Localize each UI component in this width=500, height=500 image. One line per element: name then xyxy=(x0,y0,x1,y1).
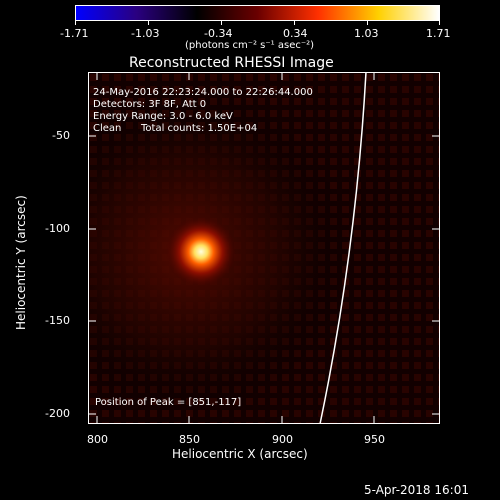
colorbar-tick xyxy=(439,21,440,25)
annotation-time-range: 24-May-2016 22:23:24.000 to 22:26:44.000 xyxy=(93,87,313,98)
y-tick-label: -150 xyxy=(45,314,70,327)
x-tick-label: 800 xyxy=(87,433,108,446)
annotation-counts: Total counts: 1.50E+04 xyxy=(141,123,258,134)
annotation-detectors: Detectors: 3F 8F, Att 0 xyxy=(93,99,207,110)
x-tick-label: 850 xyxy=(179,433,200,446)
colorbar-label-2: -1.03 xyxy=(131,27,160,40)
colorbar-label-5: 1.03 xyxy=(354,27,379,40)
colorbar-units: (photons cm⁻² s⁻¹ asec⁻²) xyxy=(185,40,315,51)
y-axis-title: Heliocentric Y (arcsec) xyxy=(14,195,28,330)
colorbar-label-4: 0.34 xyxy=(283,27,308,40)
colorbar-tick xyxy=(367,21,368,25)
colorbar-label-3: -0.34 xyxy=(204,27,233,40)
colorbar-tick xyxy=(294,21,295,25)
y-tick-label: -100 xyxy=(45,222,70,235)
colorbar-tick xyxy=(148,21,149,25)
peak-source xyxy=(165,215,238,288)
x-tick-label: 950 xyxy=(364,433,385,446)
x-tick-label: 900 xyxy=(272,433,293,446)
solar-limb xyxy=(319,72,367,424)
annotation-method: Clean xyxy=(93,123,122,134)
y-tick-label: -50 xyxy=(52,129,70,142)
footer-timestamp: 5-Apr-2018 16:01 xyxy=(364,483,469,497)
annotation-peak: Position of Peak = [851,-117] xyxy=(95,397,242,408)
annotation-energy: Energy Range: 3.0 - 6.0 keV xyxy=(93,111,233,122)
colorbar xyxy=(75,5,440,21)
colorbar-label-6: 1.71 xyxy=(426,27,451,40)
colorbar-tick xyxy=(75,21,76,25)
x-axis-title: Heliocentric X (arcsec) xyxy=(172,447,308,461)
colorbar-label-1: -1.71 xyxy=(60,27,89,40)
plot-frame xyxy=(88,72,440,424)
rhessi-image xyxy=(88,72,440,424)
image-title: Reconstructed RHESSI Image xyxy=(129,55,334,71)
y-tick-label: -200 xyxy=(45,407,70,420)
colorbar-tick xyxy=(221,21,222,25)
